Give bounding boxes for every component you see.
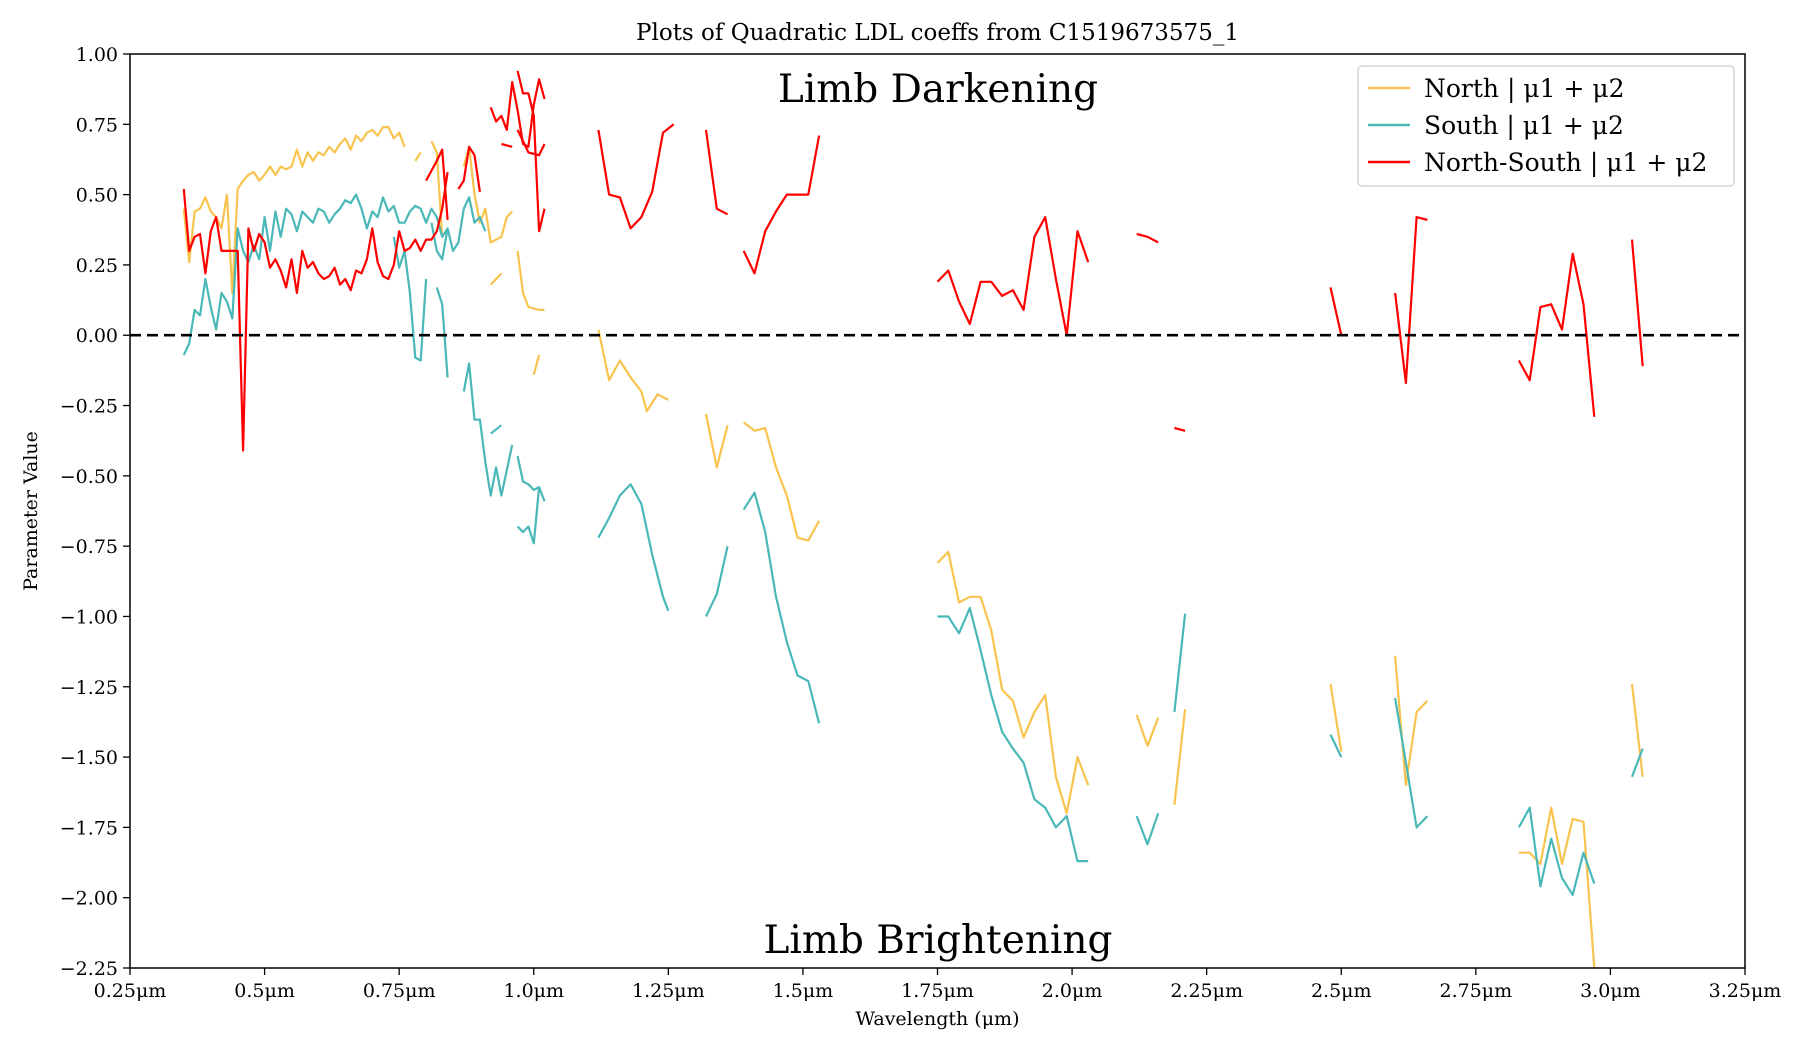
x-tick-label: 1.25μm bbox=[632, 980, 705, 1002]
y-tick-label: −0.50 bbox=[60, 466, 118, 488]
legend-label: North | μ1 + μ2 bbox=[1424, 74, 1625, 104]
series-2-line-segment bbox=[425, 148, 449, 220]
series-1-line-segment bbox=[182, 193, 487, 356]
y-tick-label: −2.00 bbox=[60, 888, 118, 910]
series-2 bbox=[182, 70, 1644, 452]
y-tick-label: 0.50 bbox=[76, 185, 118, 207]
series-1-line-segment bbox=[597, 483, 670, 612]
series-2-line-segment bbox=[742, 135, 821, 275]
series-1 bbox=[182, 193, 1644, 896]
series-0-line-segment bbox=[182, 126, 406, 295]
x-axis-label: Wavelength (μm) bbox=[855, 1008, 1019, 1030]
y-tick-label: 0.25 bbox=[76, 255, 118, 277]
y-axis-label: Parameter Value bbox=[20, 431, 42, 591]
series-2-line-segment bbox=[489, 78, 546, 148]
x-tick-label: 1.75μm bbox=[901, 980, 974, 1002]
series-0-line-segment bbox=[414, 151, 422, 162]
series-2-line-segment bbox=[516, 70, 546, 233]
axes-layer bbox=[129, 53, 1746, 969]
y-tick-label: −0.25 bbox=[60, 396, 118, 418]
y-tick-label: 0.00 bbox=[76, 325, 118, 347]
series-1-line-segment bbox=[1517, 806, 1596, 896]
legend: North | μ1 + μ2 South | μ1 + μ2 North-Sout… bbox=[1357, 65, 1735, 187]
series-0-line-segment bbox=[936, 550, 1090, 815]
series-0-line-segment bbox=[1173, 709, 1187, 806]
y-tick-label: −1.00 bbox=[60, 606, 118, 628]
x-tick-label: 0.5μm bbox=[234, 980, 295, 1002]
series-0-line-segment bbox=[532, 354, 541, 375]
series-1-line-segment bbox=[490, 424, 503, 435]
series-0-line-segment bbox=[516, 250, 545, 311]
legend-label: North-South | μ1 + μ2 bbox=[1424, 148, 1707, 178]
series-0-line-segment bbox=[1518, 806, 1596, 968]
series-2-line-segment bbox=[182, 171, 449, 452]
x-tick-label: 2.5μm bbox=[1311, 980, 1372, 1002]
series-1-line-segment bbox=[435, 287, 449, 378]
series-1-line-segment bbox=[516, 455, 546, 502]
series-2-line-segment bbox=[597, 123, 675, 230]
series-0-line-segment bbox=[743, 421, 821, 542]
series-1-line-segment bbox=[516, 486, 541, 545]
series-2-line-segment bbox=[1329, 287, 1343, 336]
series-1-line-segment bbox=[462, 362, 514, 497]
series-2-line-segment bbox=[704, 129, 729, 216]
series-2-line-segment bbox=[1136, 232, 1159, 244]
series-0 bbox=[182, 126, 1644, 968]
series-0-line-segment bbox=[1630, 683, 1644, 777]
series-1-line-segment bbox=[1173, 613, 1187, 713]
series-0-line-segment bbox=[597, 329, 669, 413]
series-2-line-segment bbox=[1174, 426, 1186, 432]
series-1-line-segment bbox=[937, 606, 1089, 863]
x-tick-label: 1.0μm bbox=[503, 980, 564, 1002]
x-tick-label: 2.0μm bbox=[1042, 980, 1103, 1002]
y-tick-label: −0.75 bbox=[60, 536, 118, 558]
series-2-line-segment bbox=[1630, 239, 1644, 367]
series-2-line-segment bbox=[516, 129, 546, 157]
series-0-line-segment bbox=[1135, 714, 1160, 747]
y-tick-label: 0.75 bbox=[76, 114, 118, 136]
legend-box bbox=[1357, 65, 1735, 187]
annotation-limb-brightening: Limb Brightening bbox=[763, 918, 1112, 963]
x-tick-label: 2.25μm bbox=[1170, 980, 1243, 1002]
series-1-line-segment bbox=[705, 545, 729, 617]
y-tick-label: −1.50 bbox=[60, 747, 118, 769]
x-tick-label: 3.25μm bbox=[1709, 980, 1782, 1002]
series-2-line-segment bbox=[501, 142, 513, 148]
x-tick-label: 0.25μm bbox=[94, 980, 167, 1002]
y-tick-label: −1.75 bbox=[60, 817, 118, 839]
series-1-line-segment bbox=[1135, 812, 1160, 846]
series-2-line-segment bbox=[936, 216, 1090, 337]
series-0-line-segment bbox=[430, 140, 444, 237]
series-1-line-segment bbox=[1329, 734, 1343, 758]
legend-label: South | μ1 + μ2 bbox=[1424, 111, 1624, 141]
y-tick-label: 1.00 bbox=[76, 44, 118, 66]
series-1-line-segment bbox=[1630, 748, 1644, 778]
x-tick-label: 3.0μm bbox=[1580, 980, 1641, 1002]
series-0-line-segment bbox=[462, 145, 513, 244]
y-tick-label: −1.25 bbox=[60, 677, 118, 699]
x-tick-label: 1.5μm bbox=[773, 980, 834, 1002]
series-0-line-segment bbox=[704, 413, 729, 469]
series-0-line-segment bbox=[489, 272, 503, 286]
series-1-line-segment bbox=[742, 491, 821, 724]
y-tick-label: −2.25 bbox=[60, 958, 118, 980]
ticks-layer: 0.25μm 0.5μm 0.75μm 1.0μm 1.25μm 1.5μm 1.75μm 2… bbox=[60, 44, 1782, 1002]
series-2-line-segment bbox=[1394, 216, 1428, 385]
series-0-line-segment bbox=[1394, 655, 1429, 787]
series-2-line-segment bbox=[1517, 252, 1596, 417]
chart-title: Plots of Quadratic LDL coeffs from C1519… bbox=[636, 20, 1239, 46]
x-tick-label: 0.75μm bbox=[363, 980, 436, 1002]
series-0-line-segment bbox=[1329, 683, 1343, 752]
series-1-line-segment bbox=[1394, 697, 1429, 829]
x-tick-label: 2.75μm bbox=[1439, 980, 1512, 1002]
series-1-line-segment bbox=[392, 236, 428, 362]
annotation-limb-darkening: Limb Darkening bbox=[778, 67, 1098, 112]
series-layer bbox=[182, 70, 1644, 968]
series-2-line-segment bbox=[457, 145, 481, 192]
plot-frame bbox=[129, 53, 1746, 969]
